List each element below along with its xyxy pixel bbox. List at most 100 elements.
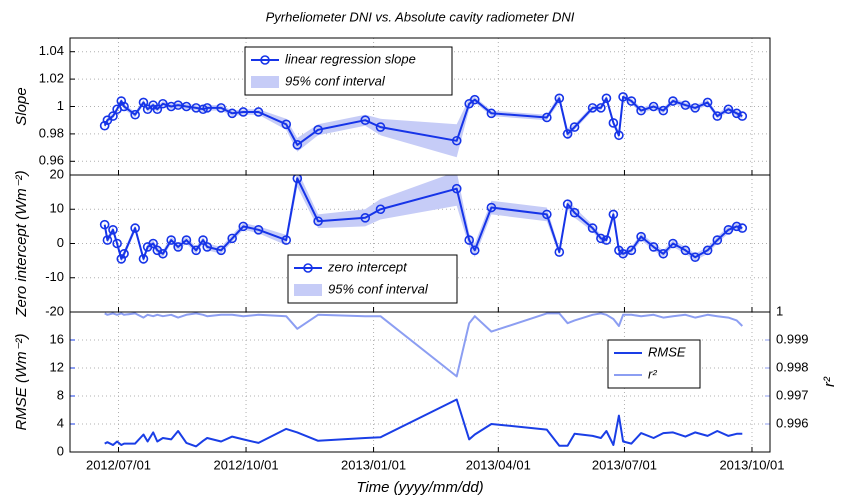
y-tick-label: 20 xyxy=(50,166,64,181)
legend-box xyxy=(244,46,453,96)
marker xyxy=(138,97,149,108)
x-tick-label: 2012/07/01 xyxy=(86,457,151,472)
marker xyxy=(99,120,110,131)
y-axis-label: RMSE (Wm⁻²) xyxy=(13,333,30,430)
marker xyxy=(166,101,176,112)
y-tick-label: 1.04 xyxy=(39,43,64,58)
marker xyxy=(690,103,700,113)
marker xyxy=(569,122,580,132)
marker xyxy=(281,235,292,245)
legend-box xyxy=(607,339,701,389)
series-line xyxy=(104,398,743,448)
y2-tick-label: 1 xyxy=(776,303,783,318)
legend-label: r² xyxy=(648,366,657,381)
marker xyxy=(360,213,371,223)
marker xyxy=(636,105,646,116)
marker xyxy=(562,129,573,139)
legend-swatch xyxy=(251,76,279,88)
marker xyxy=(216,245,226,256)
marker xyxy=(198,235,208,245)
marker xyxy=(375,122,386,132)
y-tick-label: 10 xyxy=(50,201,64,216)
marker xyxy=(202,103,213,113)
marker xyxy=(596,103,606,113)
marker xyxy=(542,112,552,123)
y2-tick-label: 0.997 xyxy=(776,387,809,402)
legend-marker xyxy=(260,55,270,65)
marker xyxy=(313,216,323,227)
marker xyxy=(116,96,127,106)
marker xyxy=(108,111,118,121)
y-tick-label: 8 xyxy=(57,387,64,402)
legend-label: linear regression slope xyxy=(285,51,416,66)
plot-frame xyxy=(69,311,771,453)
plot-area xyxy=(99,92,748,158)
y-tick-label: 12 xyxy=(50,359,64,374)
marker xyxy=(723,225,734,235)
marker xyxy=(554,247,565,257)
marker xyxy=(138,254,149,264)
marker xyxy=(596,233,606,244)
y-tick-label: -10 xyxy=(45,269,64,284)
marker xyxy=(614,130,624,141)
marker xyxy=(601,235,612,245)
y-axis-label: Zero intercept (Wm⁻²) xyxy=(13,170,30,317)
marker xyxy=(712,235,723,245)
marker xyxy=(238,107,249,117)
marker xyxy=(281,119,292,130)
marker xyxy=(191,103,201,113)
y2-axis-label: r² xyxy=(821,376,838,387)
marker xyxy=(723,104,734,115)
marker xyxy=(737,111,748,121)
marker xyxy=(119,248,129,259)
marker xyxy=(451,183,462,194)
legend-label: 95% conf interval xyxy=(328,281,429,296)
x-tick-label: 2013/04/01 xyxy=(466,457,531,472)
marker xyxy=(680,100,691,110)
chart-title: Pyrheliometer DNI vs. Absolute cavity ra… xyxy=(266,9,575,24)
y-tick-label: 1.02 xyxy=(39,71,64,86)
legend-label: 95% conf interval xyxy=(285,73,386,88)
y-tick-label: 0 xyxy=(57,443,64,458)
y-tick-label: 0.98 xyxy=(39,125,64,140)
marker xyxy=(181,101,192,112)
marker xyxy=(108,225,118,235)
marker xyxy=(608,118,619,128)
marker xyxy=(181,235,192,245)
y-tick-label: 0.96 xyxy=(39,153,64,168)
y-axis-label: Slope xyxy=(13,87,30,125)
marker xyxy=(253,225,264,235)
marker xyxy=(119,101,129,112)
marker xyxy=(712,111,723,121)
marker xyxy=(313,124,323,135)
confidence-band xyxy=(104,94,743,158)
marker xyxy=(360,115,371,125)
marker xyxy=(618,92,628,102)
legend-marker xyxy=(303,263,313,273)
marker xyxy=(116,254,127,264)
x-tick-label: 2013/10/01 xyxy=(719,457,784,472)
marker xyxy=(542,209,552,220)
marker xyxy=(731,108,742,119)
y2-tick-label: 0.996 xyxy=(776,415,809,430)
marker xyxy=(166,235,176,245)
marker xyxy=(292,175,303,184)
marker xyxy=(601,93,612,104)
legend-label: zero intercept xyxy=(327,259,408,274)
x-tick-label: 2013/07/01 xyxy=(592,457,657,472)
marker xyxy=(112,238,122,249)
marker xyxy=(486,108,497,119)
marker xyxy=(668,238,678,249)
x-axis-label: Time (yyyy/mm/dd) xyxy=(356,479,483,496)
x-tick-label: 2012/10/01 xyxy=(214,457,279,472)
marker xyxy=(569,207,580,218)
marker xyxy=(253,107,264,117)
marker xyxy=(636,231,646,242)
marker xyxy=(102,235,113,245)
marker xyxy=(292,140,303,150)
marker xyxy=(198,104,208,115)
marker xyxy=(99,219,110,230)
marker xyxy=(737,223,748,233)
y-tick-label: 16 xyxy=(50,331,64,346)
